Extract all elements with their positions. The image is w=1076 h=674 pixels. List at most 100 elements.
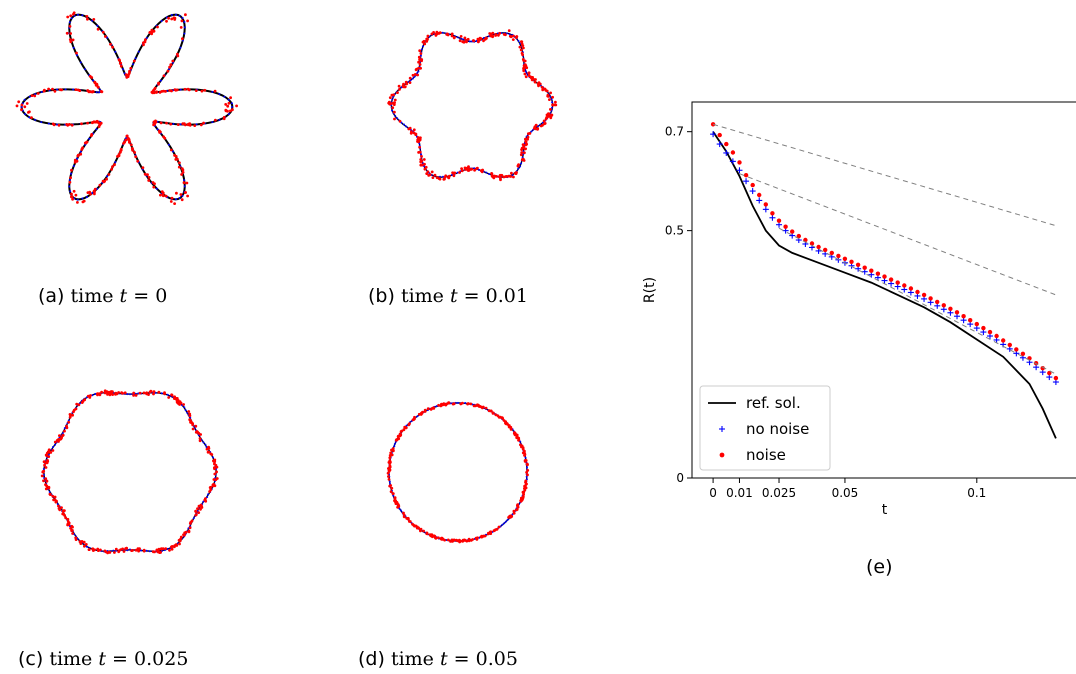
- noise-point: [154, 119, 157, 123]
- caption-prefix: time: [49, 648, 93, 670]
- noise-point: [491, 411, 495, 415]
- no-noise-point: [488, 173, 491, 176]
- noise-point: [469, 402, 473, 406]
- noise-point: [472, 39, 475, 42]
- noise-point: [160, 547, 163, 551]
- noise-point: [87, 548, 91, 551]
- noise-point: [213, 466, 216, 469]
- no-noise-point: [205, 446, 208, 449]
- noise-point: [426, 170, 430, 174]
- no-noise-point: [211, 121, 214, 124]
- noise-point: [74, 88, 78, 91]
- noise-point: [96, 27, 100, 31]
- noise-point: [547, 95, 550, 98]
- noise-marker: [895, 280, 900, 285]
- no-noise-point: [137, 50, 140, 53]
- noise-point: [53, 495, 57, 499]
- noise-point: [412, 128, 416, 132]
- noise-point: [183, 123, 187, 127]
- no-noise-point: [96, 187, 99, 190]
- no-noise-point: [168, 68, 171, 71]
- noise-point: [211, 484, 215, 488]
- noise-point: [147, 176, 151, 179]
- noise-point: [523, 63, 527, 67]
- noise-marker: [816, 244, 821, 250]
- noise-point: [100, 390, 103, 394]
- noise-point: [393, 101, 396, 105]
- noise-point: [526, 473, 529, 477]
- no-noise-marker: [756, 197, 763, 204]
- noise-point: [108, 392, 112, 396]
- no-noise-point: [183, 406, 186, 409]
- noise-point: [521, 44, 525, 47]
- noise-point: [175, 88, 179, 92]
- noise-point: [389, 490, 393, 493]
- y-tick-label: 0: [676, 471, 684, 485]
- no-noise-point: [503, 522, 506, 525]
- legend-plus-swatch: [719, 426, 725, 432]
- noise-point: [419, 163, 423, 167]
- noise-point: [209, 452, 213, 456]
- noise-marker: [882, 274, 887, 279]
- noise-point: [17, 100, 21, 104]
- noise-marker: [842, 256, 848, 261]
- noise-point: [96, 392, 99, 395]
- noise-marker: [829, 250, 834, 256]
- noise-point: [523, 449, 526, 453]
- no-noise-point: [40, 91, 43, 93]
- noise-point: [524, 137, 527, 141]
- no-noise-point: [98, 91, 101, 94]
- caption-prefix: time: [70, 285, 114, 307]
- noise-point: [224, 108, 228, 112]
- noise-point: [509, 35, 513, 39]
- noise-point: [84, 543, 88, 546]
- no-noise-point: [519, 440, 522, 443]
- noise-point: [103, 391, 107, 395]
- noise-point: [489, 409, 493, 413]
- noise-point: [435, 176, 439, 180]
- noise-point: [207, 450, 211, 454]
- noise-point: [417, 55, 421, 59]
- noise-point: [393, 110, 396, 114]
- noise-point: [420, 411, 423, 415]
- noise-point: [123, 391, 127, 395]
- legend-label: ref. sol.: [746, 394, 801, 412]
- caption-tag: (a): [38, 285, 65, 307]
- caption-c: (c) time t = 0.025: [18, 648, 188, 670]
- noise-point: [90, 90, 94, 94]
- noise-point: [133, 151, 137, 154]
- noise-point: [159, 193, 162, 197]
- legend-box: [699, 385, 831, 471]
- noise-point: [522, 67, 526, 71]
- noise-marker: [1001, 338, 1006, 343]
- noise-point: [122, 550, 126, 553]
- noise-point: [82, 540, 86, 544]
- noise-point: [527, 71, 531, 75]
- noise-point: [150, 32, 154, 36]
- noise-point: [469, 168, 473, 171]
- noise-point: [117, 153, 121, 156]
- noise-point: [460, 169, 464, 173]
- noise-point: [397, 84, 401, 88]
- noise-point: [450, 34, 454, 38]
- noise-point: [523, 72, 527, 76]
- noise-point: [429, 534, 433, 538]
- noise-point: [98, 183, 102, 187]
- no-noise-point: [145, 37, 148, 39]
- noise-point: [146, 173, 149, 177]
- noise-point: [508, 425, 511, 429]
- noise-point: [398, 88, 401, 91]
- no-noise-point: [76, 13, 79, 16]
- noise-point: [161, 194, 165, 198]
- noise-point: [525, 66, 529, 70]
- noise-point: [418, 150, 422, 154]
- no-noise-point: [145, 549, 148, 552]
- noise-point: [523, 452, 527, 455]
- noise-point: [235, 104, 239, 108]
- noise-point: [387, 478, 391, 481]
- noise-marker: [981, 325, 986, 331]
- noise-point: [523, 59, 527, 63]
- noise-point: [131, 147, 134, 151]
- noise-point: [121, 391, 124, 395]
- noise-marker: [921, 292, 927, 298]
